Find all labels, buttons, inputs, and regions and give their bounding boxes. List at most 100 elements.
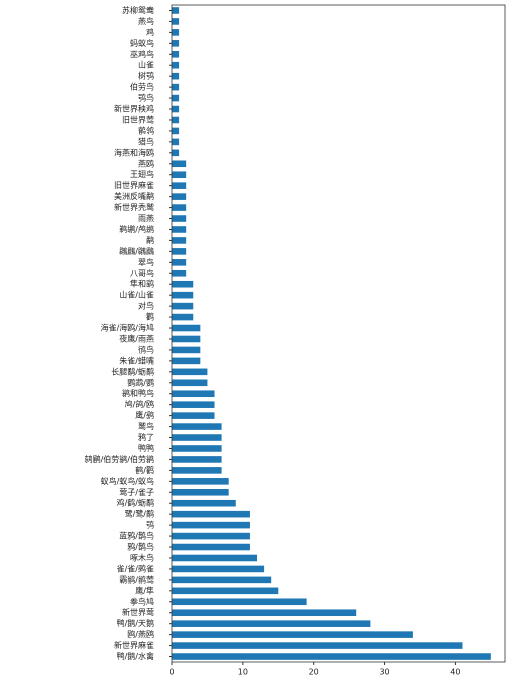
y-tick-label: 莺子/雀子 xyxy=(119,487,154,497)
x-tick-label: 40 xyxy=(450,668,460,677)
bar xyxy=(172,83,180,91)
y-tick-label: 长腿鹬/蛎鹬 xyxy=(111,366,154,376)
y-tick-label: 鸦了 xyxy=(138,432,154,442)
y-tick-label: 鸦/鹊鸟 xyxy=(127,542,154,552)
x-tick-label: 10 xyxy=(238,668,248,677)
y-tick-label: 鸭/鹅/水禽 xyxy=(117,651,154,661)
bar xyxy=(172,127,180,135)
bar xyxy=(172,335,201,343)
bar xyxy=(172,620,371,627)
y-tick-label: 雨燕 xyxy=(138,213,154,223)
bar xyxy=(172,116,180,124)
y-tick-label: 鹬 xyxy=(146,235,154,245)
bar xyxy=(172,72,180,80)
bar xyxy=(172,499,236,507)
y-tick-label: 拳鸟鸠 xyxy=(130,596,154,606)
bar xyxy=(172,138,180,146)
bar xyxy=(172,357,201,365)
y-tick-label: 树鸮 xyxy=(138,71,154,81)
y-tick-label: 旧世界莺 xyxy=(122,114,154,124)
bar xyxy=(172,368,208,376)
y-tick-label: 鸥/燕鸥 xyxy=(127,629,154,639)
bar xyxy=(172,412,215,419)
bar xyxy=(172,510,250,518)
bar xyxy=(172,302,194,310)
y-tick-label: 蓝鸦/鹊鸟 xyxy=(119,531,154,541)
y-tick-label: 海雀/海鸥/海鸠 xyxy=(101,323,154,333)
bar xyxy=(172,445,222,452)
bar xyxy=(172,401,215,408)
bar xyxy=(172,565,265,573)
y-tick-label: 新世界麻雀 xyxy=(114,640,154,650)
bar xyxy=(172,488,229,496)
bar xyxy=(172,215,187,222)
y-tick-label: 燕鸟 xyxy=(138,16,154,26)
x-tick-label: 30 xyxy=(379,668,389,677)
y-tick-label: 鹭/鹭/鹬 xyxy=(125,509,154,519)
x-tick-label: 20 xyxy=(309,668,319,677)
x-tick-label: 0 xyxy=(169,668,174,677)
y-tick-label: 鸠/鸽/鸥 xyxy=(125,399,154,409)
bar xyxy=(172,40,180,47)
y-tick-label: 伯劳鸟 xyxy=(130,82,154,92)
bar xyxy=(172,226,187,233)
y-tick-label: 隼和鹞 xyxy=(130,279,154,289)
y-tick-label: 旧世界麻雀 xyxy=(114,180,154,190)
y-tick-label: 朱雀/蜡嘴 xyxy=(119,355,154,365)
y-tick-label: 夜鹰/雨燕 xyxy=(119,333,154,343)
bar xyxy=(172,532,250,540)
y-tick-label: 燕鸥 xyxy=(138,158,154,168)
bar xyxy=(172,269,187,277)
bar xyxy=(172,259,187,266)
bar xyxy=(172,653,491,660)
bar xyxy=(172,390,215,398)
y-tick-label: 鹈鹕/鸬鹚 xyxy=(119,224,154,234)
bar xyxy=(172,587,279,595)
y-tick-label: 鹤/鹳 xyxy=(135,465,154,475)
bar xyxy=(172,7,180,14)
bar xyxy=(172,313,194,321)
y-tick-label: 对鸟 xyxy=(138,301,154,311)
y-tick-label: 雀/雀/鹀雀 xyxy=(117,563,154,573)
y-tick-label: 鸊鷉/鸊鷉 xyxy=(119,246,154,256)
y-tick-label: 鹟和鸭鸟 xyxy=(122,388,154,398)
bar xyxy=(172,94,180,102)
y-tick-label: 新世界莺 xyxy=(122,607,154,617)
bar xyxy=(172,50,180,58)
bar xyxy=(172,18,180,25)
y-tick-label: 鹦鹉/鹦 xyxy=(127,377,154,387)
bar xyxy=(172,543,250,551)
y-tick-label: 新世界秃鹫 xyxy=(114,202,154,212)
bar xyxy=(172,149,180,157)
bar xyxy=(172,171,187,179)
bar xyxy=(172,642,463,649)
y-tick-label: 山雀 xyxy=(138,60,154,70)
bar xyxy=(172,291,194,299)
y-tick-label: 王翅鸟 xyxy=(130,169,154,179)
bar xyxy=(172,204,187,211)
bar xyxy=(172,379,208,387)
y-tick-label: 鸻鸟 xyxy=(138,344,154,354)
y-tick-label: 八哥鸟 xyxy=(130,268,154,278)
y-tick-label: 鸫鹛/伯劳鹟/伯劳鹟 xyxy=(85,454,154,464)
bar xyxy=(172,193,187,200)
y-tick-label: 鸭鸭 xyxy=(138,443,154,453)
y-tick-label: 美洲反嘴鹬 xyxy=(114,191,154,201)
bar xyxy=(172,346,201,354)
y-tick-label: 鸡 xyxy=(146,27,154,37)
y-tick-label: 鸮 xyxy=(146,520,154,530)
bar xyxy=(172,609,357,617)
y-tick-label: 鸭/鹅/天鹅 xyxy=(117,618,154,628)
bar xyxy=(172,182,187,189)
bar xyxy=(172,105,180,113)
y-tick-label: 蚂蚁鸟 xyxy=(130,38,154,48)
bar xyxy=(172,598,307,606)
bar xyxy=(172,324,201,332)
y-tick-label: 霸鹟/鹟莺 xyxy=(119,574,154,584)
bar xyxy=(172,423,222,430)
y-tick-label: 鸡/鹤/蛎鹬 xyxy=(117,498,154,508)
bar xyxy=(172,280,194,288)
bar xyxy=(172,631,413,638)
y-tick-label: 鹳 xyxy=(146,312,154,322)
